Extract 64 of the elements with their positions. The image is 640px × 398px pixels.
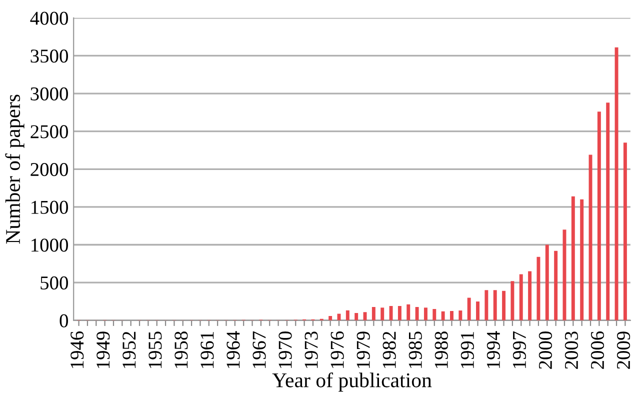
bar [614, 47, 618, 320]
bar [372, 307, 376, 320]
y-tick-label: 0 [60, 314, 68, 328]
bar [545, 244, 549, 320]
bar [467, 298, 471, 320]
bar [346, 310, 350, 320]
x-tick-label: 1970 [278, 332, 292, 368]
bar [597, 112, 601, 320]
bar [554, 250, 558, 320]
x-tick-label: 2003 [564, 332, 578, 369]
bar [441, 311, 445, 320]
bar [415, 307, 419, 320]
bar [432, 309, 436, 320]
bar [389, 306, 393, 320]
bar [493, 290, 497, 320]
x-tick-label: 1982 [382, 332, 396, 368]
bar [328, 316, 332, 320]
x-tick-label: 1976 [330, 331, 344, 368]
y-tick-label: 2500 [30, 125, 68, 138]
y-tick-label: 1000 [32, 238, 68, 252]
x-tick-label: 1952 [122, 332, 136, 368]
bar [623, 142, 627, 320]
x-axis-title: Year of publication [272, 372, 432, 392]
bar [450, 311, 454, 320]
y-tick-label: 2000 [30, 162, 68, 176]
bar [380, 308, 384, 320]
bar [606, 102, 610, 320]
x-tick-label: 1949 [96, 332, 110, 368]
y-tick-label: 1500 [32, 200, 68, 214]
x-tick-label: 1961 [200, 332, 214, 368]
bar [502, 290, 506, 320]
x-tick-label: 1988 [434, 332, 448, 368]
x-tick-label: 1991 [460, 332, 474, 368]
x-tick-label: 1955 [148, 332, 162, 368]
bar [476, 301, 480, 320]
y-tick-label: 3500 [30, 50, 68, 63]
x-tick-label: 1967 [252, 331, 266, 368]
bar [458, 310, 462, 320]
y-tick-label: 500 [40, 276, 68, 290]
bar [510, 281, 514, 320]
x-tick-label: 1997 [512, 331, 526, 368]
bar [398, 306, 402, 320]
x-tick-label: 2000 [538, 332, 552, 369]
x-tick-label: 2009 [616, 332, 630, 369]
bar [528, 271, 532, 320]
bar [519, 274, 523, 320]
bar [580, 199, 584, 320]
bar [571, 196, 575, 320]
y-tick-label: 3000 [30, 87, 68, 100]
x-tick-label: 1958 [174, 332, 188, 368]
bar [424, 308, 428, 320]
y-tick-label: 4000 [30, 12, 68, 25]
x-tick-label: 1985 [408, 332, 422, 368]
y-axis-title: Number of papers [5, 94, 24, 244]
x-tick-label: 1979 [356, 332, 370, 368]
bar [536, 256, 540, 320]
x-tick-label: 1973 [304, 332, 318, 368]
bar [484, 290, 488, 320]
x-tick-label: 2006 [590, 331, 604, 369]
x-tick-label: 1946 [70, 331, 84, 368]
bar [406, 304, 410, 320]
x-tick-label: 1994 [486, 331, 500, 368]
bar [354, 313, 358, 320]
x-tick-label: 1964 [226, 331, 240, 368]
